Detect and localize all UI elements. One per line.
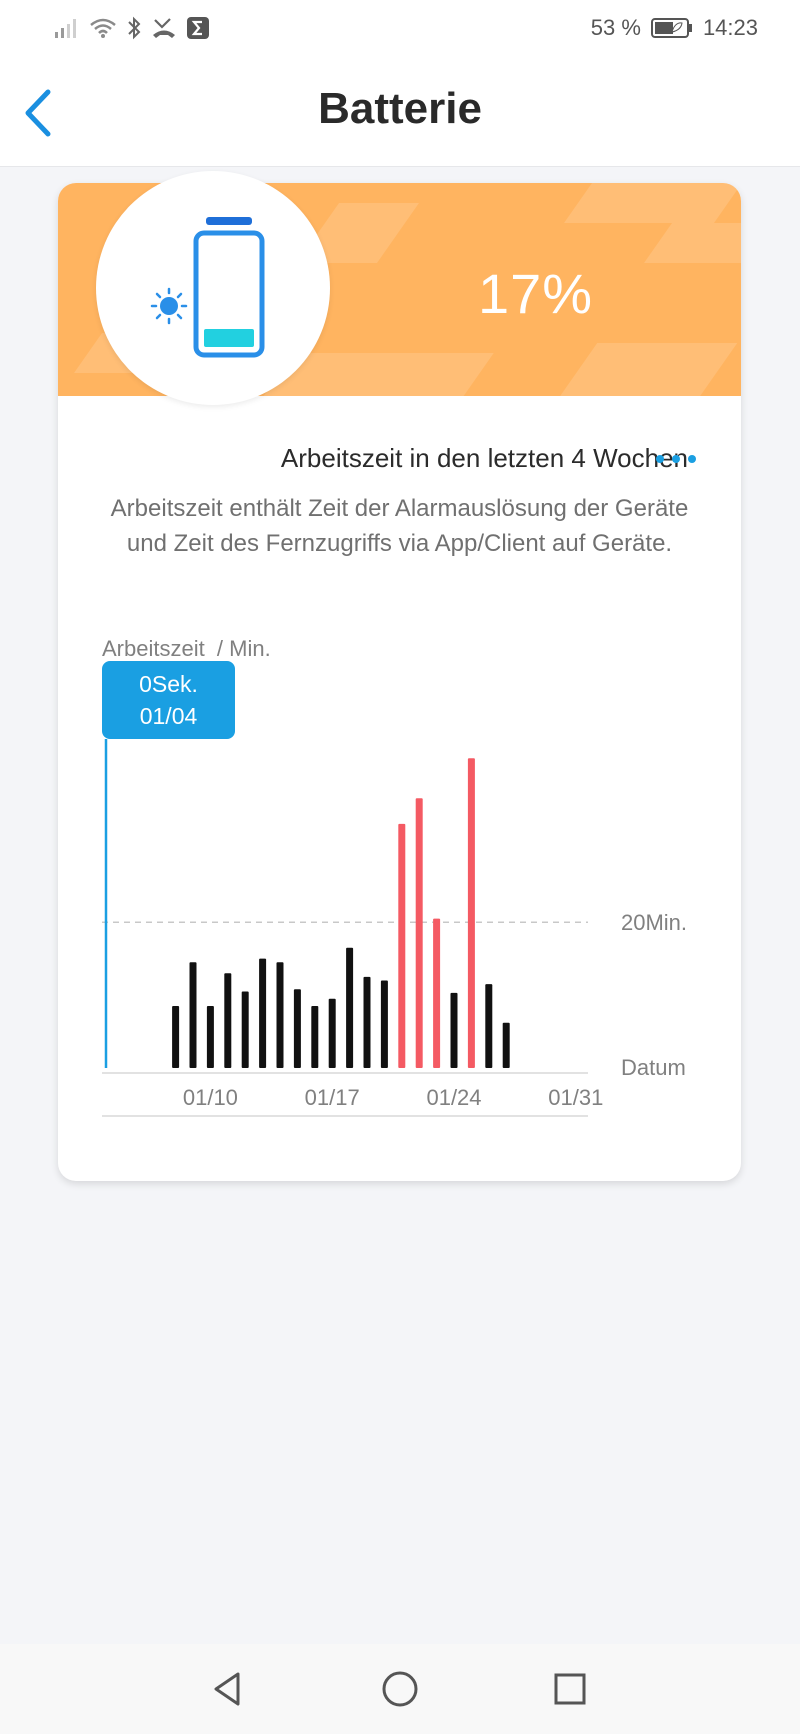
bar-01/09[interactable] xyxy=(189,962,197,1068)
bar-01/13[interactable] xyxy=(259,958,267,1068)
home-nav-icon[interactable] xyxy=(375,1664,425,1714)
status-right: 53 % 14:23 xyxy=(591,14,758,42)
bar-series xyxy=(172,758,510,1068)
battery-level-icon xyxy=(193,217,265,358)
bar-01/11[interactable] xyxy=(224,973,232,1068)
chart-description: Arbeitszeit enthält Zeit der Alarmauslös… xyxy=(110,495,689,557)
status-icons-left xyxy=(54,14,210,42)
bar-01/22[interactable] xyxy=(415,798,423,1068)
bar-01/16[interactable] xyxy=(311,1006,319,1068)
bar-01/19[interactable] xyxy=(363,976,371,1068)
bar-01/12[interactable] xyxy=(241,991,249,1068)
bar-01/21[interactable] xyxy=(398,823,406,1068)
battery-percent-label: 17% xyxy=(478,262,594,325)
bar-01/24[interactable] xyxy=(450,992,458,1068)
y-axis-label: Arbeitszeit / Min. xyxy=(102,636,271,661)
bar-01/27[interactable] xyxy=(502,1022,510,1068)
sigma-icon xyxy=(187,17,209,39)
bar-01/25[interactable] xyxy=(467,758,475,1068)
chevron-left-icon xyxy=(25,89,51,137)
chart-title: Arbeitszeit in den letzten 4 Wochen xyxy=(280,443,688,473)
x-tick-01/17: 01/17 xyxy=(305,1085,360,1110)
battery-icon xyxy=(650,18,692,38)
x-tick-01/10: 01/10 xyxy=(183,1085,238,1110)
x-tick-01/24: 01/24 xyxy=(426,1085,481,1110)
signal-icon xyxy=(55,19,76,38)
status-bar: 53 % 14:23 xyxy=(0,0,800,56)
bar-01/08[interactable] xyxy=(172,1006,180,1068)
bar-01/14[interactable] xyxy=(276,962,284,1068)
clock-time: 14:23 xyxy=(702,15,758,40)
reference-line-label: 20Min. xyxy=(621,910,687,935)
tooltip-date: 01/04 xyxy=(139,703,198,729)
bar-01/10[interactable] xyxy=(206,1006,214,1068)
x-axis-label: Datum xyxy=(621,1055,686,1080)
bar-01/15[interactable] xyxy=(293,989,301,1068)
x-tick-labels: 01/10 01/17 01/24 01/31 xyxy=(183,1085,603,1110)
app-header: Batterie xyxy=(0,56,800,167)
recents-nav-icon[interactable] xyxy=(545,1664,595,1714)
chart-tooltip: 0Sek. 01/04 xyxy=(102,661,235,739)
wifi-icon xyxy=(90,18,116,38)
bar-01/18[interactable] xyxy=(346,947,354,1068)
page-title: Batterie xyxy=(318,84,482,133)
bar-01/26[interactable] xyxy=(485,984,493,1068)
tooltip-value: 0Sek. xyxy=(139,671,198,697)
work-time-chart[interactable]: Arbeitszeit / Min. 20Min. Datum 01/10 01/… xyxy=(58,183,741,1181)
bluetooth-icon xyxy=(128,16,141,40)
bar-01/23[interactable] xyxy=(433,918,441,1068)
bar-01/20[interactable] xyxy=(380,980,388,1068)
bar-01/17[interactable] xyxy=(328,998,336,1068)
back-nav-icon[interactable] xyxy=(204,1664,254,1714)
battery-percent-text: 53 % xyxy=(590,15,641,40)
sun-icon xyxy=(150,287,188,325)
navigation-bar xyxy=(0,1644,800,1734)
back-button[interactable] xyxy=(18,86,64,140)
battery-icon-circle xyxy=(96,171,330,405)
more-dots-icon[interactable] xyxy=(654,449,702,469)
x-tick-01/31: 01/31 xyxy=(548,1085,603,1110)
battery-card: 17% Arbeitszeit in den letzten 4 Wochen xyxy=(58,171,741,1181)
missed-call-icon xyxy=(153,18,175,38)
